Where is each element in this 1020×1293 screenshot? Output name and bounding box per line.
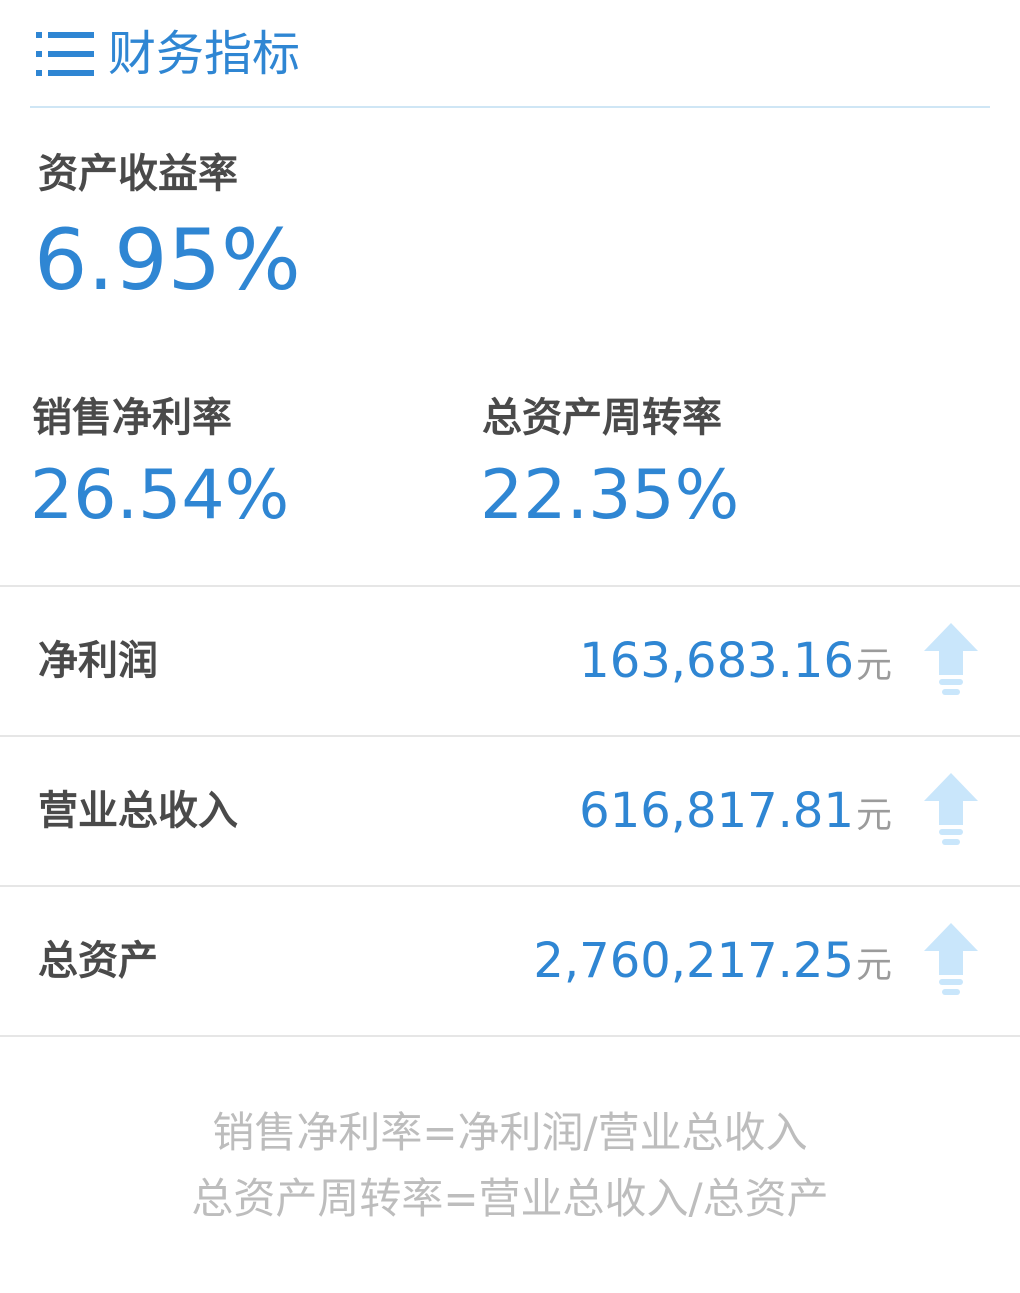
asset-turnover-value: 22.35% <box>480 456 740 535</box>
section-title: 财务指标 <box>108 26 301 82</box>
row-total-assets[interactable]: 总资产 2,760,217.25 元 <box>0 885 1020 1037</box>
row-net-profit[interactable]: 净利润 163,683.16 元 <box>0 585 1020 735</box>
row-amount: 616,817.81 元 <box>579 783 892 839</box>
row-amount: 163,683.16 元 <box>579 633 892 689</box>
amount-unit: 元 <box>855 645 892 686</box>
section-header: 财务指标 <box>30 0 990 108</box>
row-amount: 2,760,217.25 元 <box>533 933 892 989</box>
roa-value: 6.95% <box>34 211 301 309</box>
formula-asset-turnover: 总资产周转率=营业总收入/总资产 <box>191 1174 829 1223</box>
up-arrow-icon <box>924 923 978 995</box>
row-total-revenue[interactable]: 营业总收入 616,817.81 元 <box>0 735 1020 885</box>
formula-notes: 销售净利率=净利润/营业总收入 总资产周转率=营业总收入/总资产 <box>0 1100 1020 1232</box>
amount-value: 2,760,217.25 <box>533 933 854 989</box>
amount-value: 163,683.16 <box>579 633 854 689</box>
row-label: 营业总收入 <box>38 788 238 834</box>
up-arrow-icon <box>924 623 978 695</box>
list-menu-icon <box>36 32 94 76</box>
roa-label: 资产收益率 <box>38 151 238 197</box>
amount-unit: 元 <box>855 795 892 836</box>
formula-net-profit-margin: 销售净利率=净利润/营业总收入 <box>212 1108 808 1157</box>
asset-turnover-label: 总资产周转率 <box>482 395 722 441</box>
row-label: 净利润 <box>38 638 158 684</box>
amount-unit: 元 <box>855 945 892 986</box>
row-label: 总资产 <box>38 938 158 984</box>
net-profit-margin-value: 26.54% <box>30 456 290 535</box>
net-profit-margin-label: 销售净利率 <box>32 395 232 441</box>
up-arrow-icon <box>924 773 978 845</box>
amount-value: 616,817.81 <box>579 783 854 839</box>
